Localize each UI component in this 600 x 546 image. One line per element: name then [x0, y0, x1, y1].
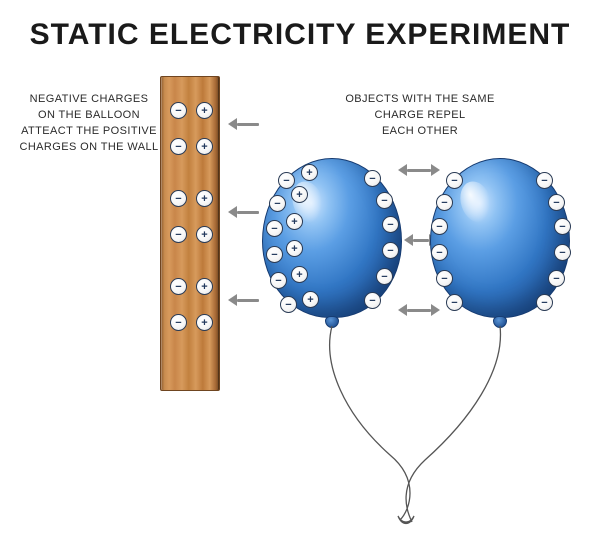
negative-charge-balloon-right-10: −	[548, 270, 565, 287]
balloon-knot-left	[325, 316, 339, 328]
negative-charge-balloon-left-6: −	[266, 246, 283, 263]
positive-charge-wall-7: +	[196, 226, 213, 243]
negative-charge-balloon-left-16: −	[376, 268, 393, 285]
positive-charge-wall-3: +	[196, 138, 213, 155]
negative-charge-balloon-left-17: −	[364, 292, 381, 309]
negative-charge-balloon-left-0: −	[278, 172, 295, 189]
positive-charge-balloon-left-11: +	[302, 291, 319, 308]
caption-repulsion: OBJECTS WITH THE SAME CHARGE REPEL EACH …	[330, 92, 510, 140]
negative-charge-wall-8: −	[170, 278, 187, 295]
attract-arrow-0	[228, 118, 259, 130]
negative-charge-balloon-right-4: −	[436, 270, 453, 287]
negative-charge-balloon-left-13: −	[376, 192, 393, 209]
negative-charge-balloon-right-2: −	[431, 218, 448, 235]
negative-charge-wall-6: −	[170, 226, 187, 243]
positive-charge-balloon-left-3: +	[291, 186, 308, 203]
negative-charge-balloon-right-5: −	[446, 294, 463, 311]
positive-charge-wall-1: +	[196, 102, 213, 119]
negative-charge-balloon-left-14: −	[382, 216, 399, 233]
negative-charge-balloon-right-8: −	[554, 218, 571, 235]
page-title: STATIC ELECTRICITY EXPERIMENT	[0, 0, 600, 52]
balloon-strings	[250, 310, 580, 540]
negative-charge-balloon-left-2: −	[269, 195, 286, 212]
negative-charge-balloon-right-0: −	[446, 172, 463, 189]
negative-charge-balloon-left-15: −	[382, 242, 399, 259]
negative-charge-balloon-left-12: −	[364, 170, 381, 187]
repel-arrow-0	[398, 164, 440, 176]
positive-charge-balloon-left-5: +	[286, 213, 303, 230]
negative-charge-wall-4: −	[170, 190, 187, 207]
negative-charge-balloon-right-1: −	[436, 194, 453, 211]
positive-charge-balloon-left-9: +	[291, 266, 308, 283]
positive-charge-balloon-left-1: +	[301, 164, 318, 181]
negative-charge-balloon-right-3: −	[431, 244, 448, 261]
negative-charge-balloon-left-10: −	[280, 296, 297, 313]
negative-charge-wall-10: −	[170, 314, 187, 331]
positive-charge-wall-9: +	[196, 278, 213, 295]
positive-charge-wall-5: +	[196, 190, 213, 207]
negative-charge-balloon-left-4: −	[266, 220, 283, 237]
negative-charge-balloon-right-7: −	[548, 194, 565, 211]
balloon-knot-right	[493, 316, 507, 328]
negative-charge-balloon-right-6: −	[536, 172, 553, 189]
negative-charge-balloon-right-9: −	[554, 244, 571, 261]
negative-charge-wall-2: −	[170, 138, 187, 155]
repel-arrow-2	[398, 304, 440, 316]
negative-charge-balloon-right-11: −	[536, 294, 553, 311]
attract-arrow-1	[228, 206, 259, 218]
negative-charge-balloon-left-8: −	[270, 272, 287, 289]
caption-attraction: NEGATIVE CHARGES ON THE BALLOON ATTEACT …	[18, 92, 160, 156]
attract-arrow-2	[228, 294, 259, 306]
positive-charge-balloon-left-7: +	[286, 240, 303, 257]
positive-charge-wall-11: +	[196, 314, 213, 331]
negative-charge-wall-0: −	[170, 102, 187, 119]
